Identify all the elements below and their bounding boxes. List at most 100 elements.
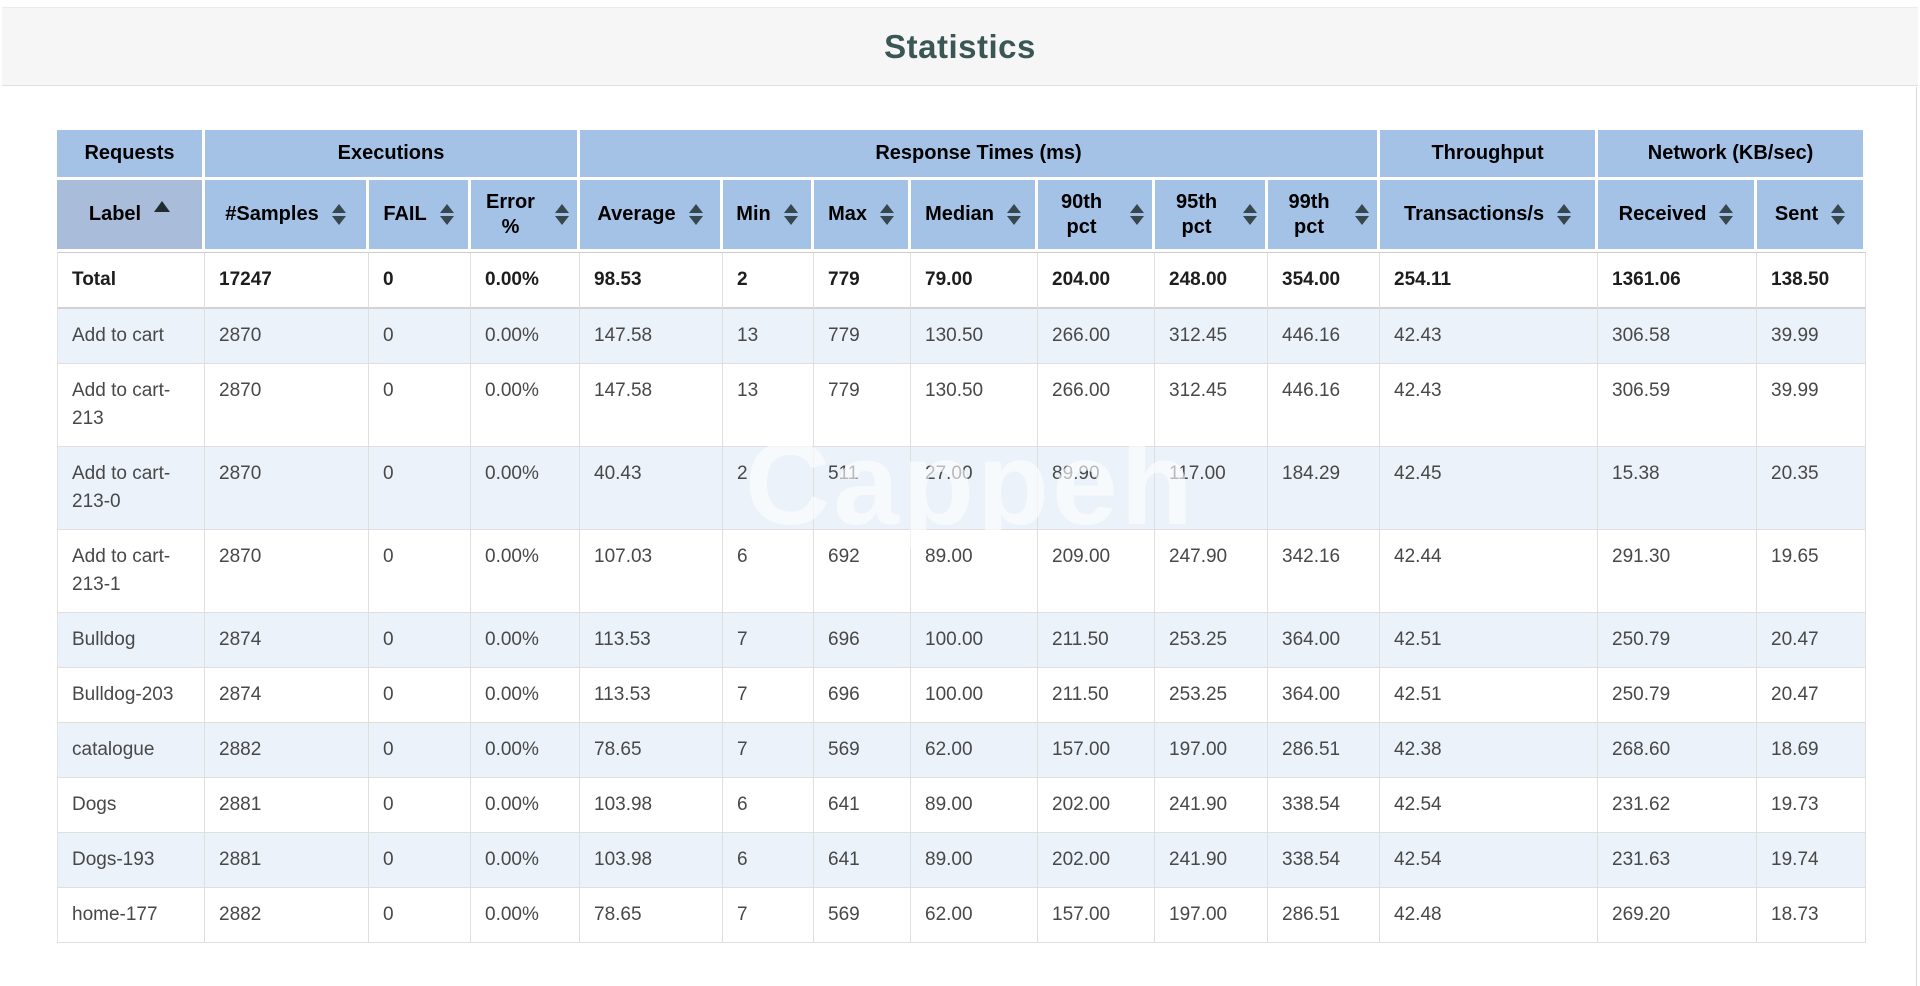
- header-band: Statistics: [2, 7, 1918, 86]
- table-cell: Add to cart-213: [57, 364, 205, 447]
- column-header-error-pct[interactable]: Error %: [471, 180, 580, 252]
- column-header-max[interactable]: Max: [814, 180, 911, 252]
- table-cell: 306.58: [1598, 309, 1757, 364]
- column-header-95th-pct[interactable]: 95th pct: [1155, 180, 1268, 252]
- table-cell: Bulldog: [57, 613, 205, 668]
- table-cell: 569: [814, 888, 911, 943]
- column-header-sent[interactable]: Sent: [1757, 180, 1866, 252]
- table-cell: 147.58: [580, 309, 723, 364]
- column-header-average[interactable]: Average: [580, 180, 723, 252]
- table-cell: 7: [723, 723, 814, 778]
- table-cell: 197.00: [1155, 723, 1268, 778]
- column-header-text: Received: [1619, 202, 1707, 227]
- table-cell: 42.43: [1380, 309, 1598, 364]
- table-cell: Dogs-193: [57, 833, 205, 888]
- table-cell: 98.53: [580, 252, 723, 309]
- column-header-received[interactable]: Received: [1598, 180, 1757, 252]
- table-cell: Add to cart-213-0: [57, 447, 205, 530]
- sort-both-icon: [332, 204, 346, 225]
- table-cell: 42.48: [1380, 888, 1598, 943]
- statistics-table: Requests Executions Response Times (ms) …: [57, 130, 1866, 943]
- group-header-text: Requests: [84, 142, 174, 164]
- group-header-executions: Executions: [205, 130, 580, 180]
- table-cell: 20.47: [1757, 613, 1866, 668]
- table-cell: 184.29: [1268, 447, 1380, 530]
- table-cell: 79.00: [911, 252, 1038, 309]
- table-cell: 338.54: [1268, 833, 1380, 888]
- column-header-text: Average: [597, 202, 675, 227]
- table-cell: 779: [814, 309, 911, 364]
- table-cell: 253.25: [1155, 668, 1268, 723]
- table-cell: 2882: [205, 723, 369, 778]
- table-cell: 138.50: [1757, 252, 1866, 309]
- column-header-samples[interactable]: #Samples: [205, 180, 369, 252]
- table-row: Add to cart-213-0287000.00%40.43251127.0…: [57, 447, 1866, 530]
- table-cell: 696: [814, 613, 911, 668]
- table-cell: 211.50: [1038, 668, 1155, 723]
- column-header-text: FAIL: [383, 202, 426, 227]
- table-cell: 19.65: [1757, 530, 1866, 613]
- table-cell: 42.44: [1380, 530, 1598, 613]
- table-cell: 113.53: [580, 613, 723, 668]
- sort-both-icon: [689, 204, 703, 225]
- sort-both-icon: [1130, 204, 1144, 225]
- group-header-text: Executions: [338, 142, 445, 164]
- table-cell: 364.00: [1268, 668, 1380, 723]
- table-cell: 231.63: [1598, 833, 1757, 888]
- table-cell: 202.00: [1038, 778, 1155, 833]
- sort-both-icon: [1557, 204, 1571, 225]
- table-cell: 113.53: [580, 668, 723, 723]
- table-cell: 0.00%: [471, 888, 580, 943]
- column-header-transactions[interactable]: Transactions/s: [1380, 180, 1598, 252]
- page-title: Statistics: [884, 28, 1036, 66]
- column-header-90th-pct[interactable]: 90th pct: [1038, 180, 1155, 252]
- table-cell: 157.00: [1038, 888, 1155, 943]
- sort-both-icon: [555, 204, 569, 225]
- table-row: Total1724700.00%98.53277979.00204.00248.…: [57, 252, 1866, 309]
- table-cell: 306.59: [1598, 364, 1757, 447]
- table-cell: 27.00: [911, 447, 1038, 530]
- table-cell: 209.00: [1038, 530, 1155, 613]
- column-header-median[interactable]: Median: [911, 180, 1038, 252]
- table-cell: 250.79: [1598, 668, 1757, 723]
- column-header-label[interactable]: Label: [57, 180, 205, 252]
- column-header-text: Max: [828, 202, 867, 227]
- group-header-text: Response Times (ms): [875, 142, 1081, 164]
- table-cell: 2870: [205, 530, 369, 613]
- table-cell: 204.00: [1038, 252, 1155, 309]
- table-cell: 100.00: [911, 668, 1038, 723]
- table-cell: 569: [814, 723, 911, 778]
- table-cell: 0.00%: [471, 364, 580, 447]
- column-header-row: Label #Samples FAIL Error % Average Min: [57, 180, 1866, 252]
- table-cell: 17247: [205, 252, 369, 309]
- table-cell: 130.50: [911, 309, 1038, 364]
- table-cell: 1361.06: [1598, 252, 1757, 309]
- table-cell: 157.00: [1038, 723, 1155, 778]
- table-cell: 269.20: [1598, 888, 1757, 943]
- table-cell: 696: [814, 668, 911, 723]
- table-cell: Dogs: [57, 778, 205, 833]
- column-header-fail[interactable]: FAIL: [369, 180, 471, 252]
- column-header-text: #Samples: [225, 202, 318, 227]
- table-row: Dogs288100.00%103.98664189.00202.00241.9…: [57, 778, 1866, 833]
- table-cell: 78.65: [580, 888, 723, 943]
- table-cell: 103.98: [580, 778, 723, 833]
- table-cell: 779: [814, 252, 911, 309]
- column-header-text: 95th pct: [1163, 190, 1230, 240]
- table-cell: 291.30: [1598, 530, 1757, 613]
- group-header-response-times: Response Times (ms): [580, 130, 1380, 180]
- table-cell: 0.00%: [471, 778, 580, 833]
- table-cell: 100.00: [911, 613, 1038, 668]
- table-cell: 0: [369, 888, 471, 943]
- table-cell: 2: [723, 252, 814, 309]
- table-cell: 2874: [205, 668, 369, 723]
- column-header-min[interactable]: Min: [723, 180, 814, 252]
- group-header-text: Network (KB/sec): [1648, 142, 1814, 164]
- group-header-throughput: Throughput: [1380, 130, 1598, 180]
- table-cell: 0.00%: [471, 252, 580, 309]
- column-header-99th-pct[interactable]: 99th pct: [1268, 180, 1380, 252]
- table-cell: 18.73: [1757, 888, 1866, 943]
- table-cell: 13: [723, 364, 814, 447]
- table-cell: 286.51: [1268, 888, 1380, 943]
- table-cell: home-177: [57, 888, 205, 943]
